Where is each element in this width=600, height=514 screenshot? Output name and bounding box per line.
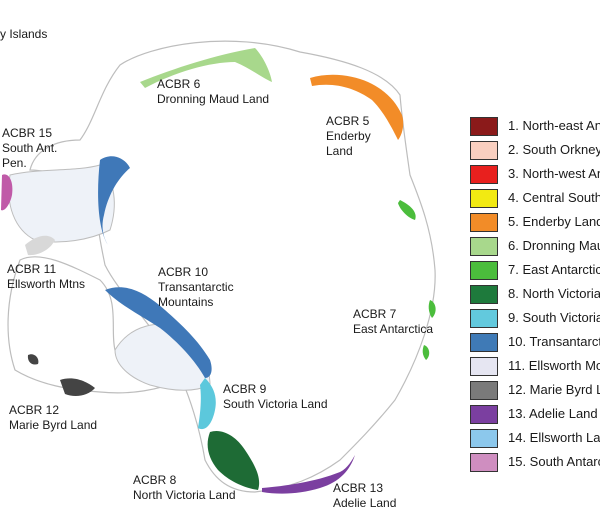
legend-label: 8. North Victoria Land <box>508 286 600 301</box>
legend-label: 15. South Antarctic Peninsula <box>508 454 600 469</box>
region-label-acbr8-line2: North Victoria Land <box>133 488 236 502</box>
legend-swatch <box>470 405 498 424</box>
region-label-acbr6: ACBR 6 Dronning Maud Land <box>157 77 269 107</box>
acbr9-patch <box>198 378 216 430</box>
legend-item: 1. North-east Antarctic Peninsula <box>470 115 600 139</box>
region-label-acbr15-line3: Pen. <box>2 156 27 170</box>
legend-label: 5. Enderby Land <box>508 214 600 229</box>
acbr11-patch <box>25 235 55 256</box>
legend-item: 10. Transantarctic Mountains <box>470 331 600 355</box>
legend-label: 12. Marie Byrd Land <box>508 382 600 397</box>
region-label-acbr15-line2: South Ant. <box>2 141 58 155</box>
legend-swatch <box>470 141 498 160</box>
legend-label: 2. South Orkney Islands <box>508 142 600 157</box>
acbr10-patch <box>105 287 212 378</box>
legend-swatch <box>470 357 498 376</box>
acbr12-patch <box>60 378 95 396</box>
legend-swatch <box>470 261 498 280</box>
acbr15-patch <box>1 174 13 211</box>
legend-label: 7. East Antarctica <box>508 262 600 277</box>
legend-label: 6. Dronning Maud Land <box>508 238 600 253</box>
acbr8-patch <box>207 430 260 490</box>
legend-item: 12. Marie Byrd Land <box>470 379 600 403</box>
region-label-acbr11: ACBR 11 Ellsworth Mtns <box>7 262 85 292</box>
region-label-acbr7: ACBR 7 East Antarctica <box>353 307 433 337</box>
legend-item: 4. Central South Antarctic Peninsula <box>470 187 600 211</box>
legend-swatch <box>470 333 498 352</box>
region-label-acbr5-line1: ACBR 5 <box>326 114 370 128</box>
legend-swatch <box>470 165 498 184</box>
legend-label: 9. South Victoria Land <box>508 310 600 325</box>
legend-label: 14. Ellsworth Land <box>508 430 600 445</box>
legend-swatch <box>470 453 498 472</box>
acbr7-patch-a <box>398 200 416 220</box>
region-label-acbr5: ACBR 5 Enderby Land <box>326 114 371 159</box>
legend-label: 3. North-west Antarctic Peninsula <box>508 166 600 181</box>
region-label-acbr11-line2: Ellsworth Mtns <box>7 277 86 291</box>
region-label-acbr12: ACBR 12 Marie Byrd Land <box>9 403 97 433</box>
legend: 1. North-east Antarctic Peninsula 2. Sout… <box>470 115 600 475</box>
acbr10-patch-b <box>98 156 130 245</box>
region-label-acbr8-line1: ACBR 8 <box>133 473 177 487</box>
region-label-acbr13: ACBR 13 Adelie Land <box>333 481 396 511</box>
region-label-acbr5-line2: Enderby <box>326 129 371 143</box>
legend-label: 1. North-east Antarctic Peninsula <box>508 118 600 133</box>
region-label-acbr10-line3: Mountains <box>158 295 214 309</box>
region-label-acbr11-line1: ACBR 11 <box>7 262 57 276</box>
region-label-acbr9: ACBR 9 South Victoria Land <box>223 382 328 412</box>
legend-swatch <box>470 189 498 208</box>
legend-item: 9. South Victoria Land <box>470 307 600 331</box>
region-label-acbr13-line1: ACBR 13 <box>333 481 384 495</box>
region-label-acbr9-line2: South Victoria Land <box>223 397 328 411</box>
region-label-acbr7-line2: East Antarctica <box>353 322 434 336</box>
region-label-acbr10: ACBR 10 Transantarctic Mountains <box>158 265 234 310</box>
legend-swatch <box>470 309 498 328</box>
legend-swatch <box>470 117 498 136</box>
ronne-ice-shelf <box>8 164 115 243</box>
acbr13-patch <box>262 455 355 494</box>
acbr5-patch <box>310 74 404 140</box>
region-label-acbr8: ACBR 8 North Victoria Land <box>133 473 236 503</box>
legend-swatch <box>470 381 498 400</box>
legend-item: 14. Ellsworth Land <box>470 427 600 451</box>
region-label-acbr12-line1: ACBR 12 <box>9 403 60 417</box>
legend-item: 6. Dronning Maud Land <box>470 235 600 259</box>
acbr6-patch <box>140 48 272 88</box>
legend-swatch <box>470 213 498 232</box>
region-label-acbr12-line2: Marie Byrd Land <box>9 418 98 432</box>
region-label-acbr9-line1: ACBR 9 <box>223 382 267 396</box>
region-label-acbr6-line1: ACBR 6 <box>157 77 201 91</box>
legend-swatch <box>470 237 498 256</box>
legend-item: 15. South Antarctic Peninsula <box>470 451 600 475</box>
region-label-acbr15-line1: ACBR 15 <box>2 126 53 140</box>
legend-item: 2. South Orkney Islands <box>470 139 600 163</box>
region-label-acbr10-line2: Transantarctic <box>158 280 234 294</box>
legend-swatch <box>470 285 498 304</box>
region-label-acbr6-line2: Dronning Maud Land <box>157 92 270 106</box>
region-label-acbr13-line2: Adelie Land <box>333 496 397 510</box>
legend-item: 5. Enderby Land <box>470 211 600 235</box>
legend-label: 4. Central South Antarctic Peninsula <box>508 190 600 205</box>
legend-label: 10. Transantarctic Mountains <box>508 334 600 349</box>
legend-item: 3. North-west Antarctic Peninsula <box>470 163 600 187</box>
region-label-acbr10-line1: ACBR 10 <box>158 265 209 279</box>
acbr12-patch-b <box>27 354 39 365</box>
legend-item: 11. Ellsworth Mountains <box>470 355 600 379</box>
acbr7-patch-b <box>428 300 436 318</box>
legend-item: 8. North Victoria Land <box>470 283 600 307</box>
legend-item: 7. East Antarctica <box>470 259 600 283</box>
legend-item: 13. Adelie Land <box>470 403 600 427</box>
region-label-acbr7-line1: ACBR 7 <box>353 307 397 321</box>
acbr7-patch-c <box>422 345 430 360</box>
region-label-acbr5-line3: Land <box>326 144 353 158</box>
legend-swatch <box>470 429 498 448</box>
region-label-acbr15: ACBR 15 South Ant. Pen. <box>2 126 57 171</box>
legend-label: 11. Ellsworth Mountains <box>508 358 600 373</box>
top-left-label: y Islands <box>0 27 48 41</box>
legend-label: 13. Adelie Land <box>508 406 598 421</box>
